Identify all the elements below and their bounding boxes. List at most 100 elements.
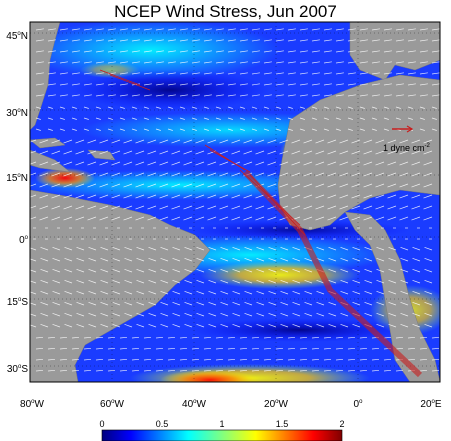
wind-vector bbox=[287, 94, 296, 97]
wind-vector bbox=[255, 161, 265, 166]
wind-vector bbox=[179, 369, 188, 372]
wind-vector bbox=[135, 172, 145, 177]
wind-vector bbox=[239, 336, 248, 339]
wind-vector bbox=[400, 290, 409, 295]
wind-vector bbox=[179, 94, 188, 97]
wind-vector bbox=[311, 28, 320, 31]
wind-vector bbox=[131, 94, 140, 97]
wind-vector bbox=[95, 106, 101, 109]
wind-vector bbox=[30, 280, 37, 284]
wind-vector bbox=[87, 139, 97, 144]
wind-vector bbox=[95, 117, 101, 120]
wind-vector bbox=[431, 117, 437, 120]
wind-vector bbox=[335, 61, 344, 64]
wind-vector bbox=[191, 336, 200, 339]
wind-vector bbox=[39, 161, 49, 166]
wind-vector bbox=[419, 28, 428, 31]
wind-vector bbox=[311, 117, 317, 120]
wind-vector bbox=[135, 216, 145, 221]
wind-vector bbox=[123, 216, 133, 221]
wind-vector bbox=[195, 183, 205, 188]
wind-vector bbox=[388, 323, 397, 328]
wind-vector bbox=[203, 28, 212, 31]
wind-vector bbox=[375, 183, 385, 188]
wind-vector bbox=[395, 83, 404, 86]
wind-vector bbox=[30, 269, 37, 273]
wind-vector bbox=[100, 279, 109, 284]
wind-vector bbox=[47, 358, 56, 361]
wind-vector bbox=[183, 216, 193, 221]
colorbar-tick-0: 0 bbox=[99, 419, 105, 429]
wind-vector bbox=[347, 83, 356, 86]
wind-vector bbox=[136, 246, 145, 251]
wind-vector bbox=[256, 312, 265, 317]
wind-vector bbox=[47, 106, 53, 109]
wind-vector bbox=[371, 39, 380, 42]
wind-vector bbox=[227, 72, 236, 75]
wind-vector bbox=[263, 61, 272, 64]
wind-vector bbox=[323, 336, 332, 339]
wind-vector bbox=[292, 268, 301, 273]
wind-vector bbox=[411, 216, 421, 221]
wind-vector bbox=[59, 61, 68, 64]
wind-vector bbox=[303, 205, 313, 210]
wind-vector bbox=[280, 312, 289, 317]
wind-vector bbox=[287, 28, 296, 31]
wind-vector bbox=[411, 172, 421, 177]
wind-vector bbox=[388, 246, 397, 251]
wind-vector bbox=[112, 301, 121, 306]
wind-vector bbox=[71, 72, 80, 75]
wind-vector bbox=[87, 161, 97, 166]
wind-vector bbox=[244, 279, 253, 284]
wind-vector bbox=[155, 347, 164, 350]
wind-vector bbox=[95, 61, 104, 64]
wind-vector bbox=[195, 216, 205, 221]
wind-vector bbox=[423, 139, 433, 144]
wind-vector bbox=[160, 246, 169, 251]
wind-vector bbox=[347, 94, 356, 97]
wind-vector bbox=[227, 369, 236, 372]
wind-vector bbox=[340, 257, 349, 262]
wind-vector bbox=[75, 172, 85, 177]
wind-vector bbox=[263, 128, 269, 131]
wind-vector bbox=[107, 336, 116, 339]
wind-vector bbox=[303, 139, 313, 144]
wind-vector bbox=[207, 194, 217, 199]
wind-vector bbox=[407, 61, 416, 64]
lon-label-80w: 80oW bbox=[20, 399, 44, 410]
wind-vector bbox=[47, 117, 53, 120]
wind-vector bbox=[395, 347, 404, 350]
wind-vector bbox=[147, 161, 157, 166]
wind-vector bbox=[167, 83, 176, 86]
wind-vector bbox=[131, 61, 140, 64]
wind-vector bbox=[352, 279, 361, 284]
wind-vector bbox=[196, 268, 205, 273]
wind-vector bbox=[51, 139, 61, 144]
wind-vector bbox=[279, 161, 289, 166]
wind-vector bbox=[143, 369, 152, 372]
wind-vector bbox=[35, 61, 44, 64]
wind-vector bbox=[143, 39, 152, 42]
wind-vector bbox=[423, 150, 433, 155]
wind-vector bbox=[179, 83, 188, 86]
wind-vector bbox=[184, 290, 193, 295]
wind-vector bbox=[143, 358, 152, 361]
subtropical-high-south bbox=[190, 318, 410, 342]
wind-vector bbox=[171, 205, 181, 210]
europe bbox=[349, 22, 440, 81]
wind-vector bbox=[255, 216, 265, 221]
wind-vector bbox=[323, 94, 332, 97]
wind-vector bbox=[71, 128, 77, 131]
wind-vector bbox=[155, 336, 164, 339]
wind-vector bbox=[303, 216, 313, 221]
reference-arrow bbox=[392, 125, 414, 133]
wind-vector bbox=[83, 39, 92, 42]
wind-vector bbox=[311, 61, 320, 64]
wind-vector bbox=[207, 183, 217, 188]
wind-vector bbox=[59, 358, 68, 361]
wind-vector bbox=[363, 139, 373, 144]
wind-vector bbox=[83, 50, 92, 53]
wind-vector bbox=[148, 312, 157, 317]
wind-vector bbox=[287, 83, 296, 86]
wind-vector bbox=[287, 39, 296, 42]
